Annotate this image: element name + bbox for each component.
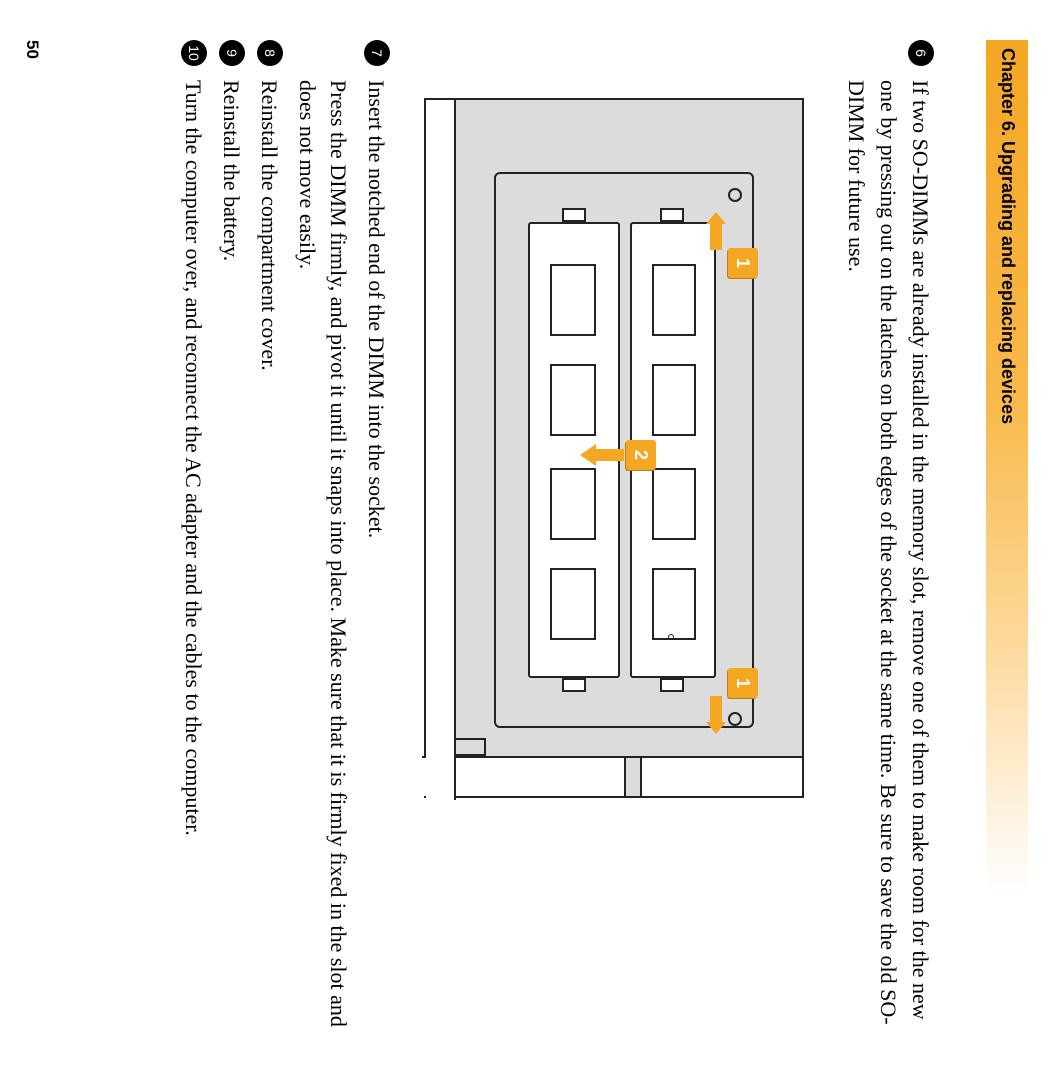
arrow-down-icon: [580, 444, 624, 466]
step-text: If two SO-DIMMs are already installed in…: [840, 80, 936, 1045]
step-bullet: 10: [181, 40, 207, 66]
board-edge-right: [422, 756, 802, 796]
socket-latch-right: [660, 678, 684, 692]
step-text: Reinstall the battery.: [215, 80, 247, 261]
diagram-callout-2: 2: [626, 440, 656, 470]
ram-chip: [550, 264, 596, 336]
manual-page: Chapter 6. Upgrading and replacing devic…: [0, 0, 1058, 1085]
diagram-callout-1-right: 1: [728, 668, 758, 698]
ram-chip: [550, 468, 596, 540]
ram-chip: [652, 364, 696, 436]
step-bullet: 6: [908, 40, 934, 66]
socket-latch-left: [562, 208, 586, 222]
memory-slot-diagram: 1 1 2: [416, 88, 816, 808]
arrow-left-icon: [706, 212, 726, 250]
page-number: 50: [22, 40, 42, 59]
ram-chip: [652, 568, 696, 640]
board-notch: [456, 738, 486, 756]
ram-chip: [550, 364, 596, 436]
ram-chip: [550, 568, 596, 640]
step-7: 7 Insert the notched end of the DIMM int…: [360, 40, 392, 1045]
socket-latch-right: [562, 678, 586, 692]
board-edge-bottom: [426, 100, 456, 800]
arrow-right-icon: [706, 696, 726, 734]
laptop-base-outline: 1 1 2: [424, 98, 804, 798]
step-bullet: 8: [257, 40, 283, 66]
step-bullet: 7: [364, 40, 390, 66]
ram-chip: [652, 468, 696, 540]
step-text: Reinstall the compartment cover.: [253, 80, 285, 371]
ram-chip: [652, 264, 696, 336]
step-text: Turn the computer over, and reconnect th…: [177, 80, 209, 836]
step-7-continuation: Press the DIMM firmly, and pivot it unti…: [291, 80, 355, 1045]
step-10: 10 Turn the computer over, and reconnect…: [177, 40, 209, 1045]
step-8: 8 Reinstall the compartment cover.: [253, 40, 285, 1045]
diagram-callout-1-left: 1: [728, 248, 758, 278]
step-9: 9 Reinstall the battery.: [215, 40, 247, 1045]
step-bullet: 9: [219, 40, 245, 66]
board-notch: [624, 756, 642, 796]
step-6: 6 If two SO-DIMMs are already installed …: [840, 40, 936, 1045]
step-text: Insert the notched end of the DIMM into …: [360, 80, 392, 538]
chapter-header: Chapter 6. Upgrading and replacing devic…: [980, 40, 1028, 1045]
socket-latch-left: [660, 208, 684, 222]
chapter-title: Chapter 6. Upgrading and replacing devic…: [997, 48, 1018, 424]
